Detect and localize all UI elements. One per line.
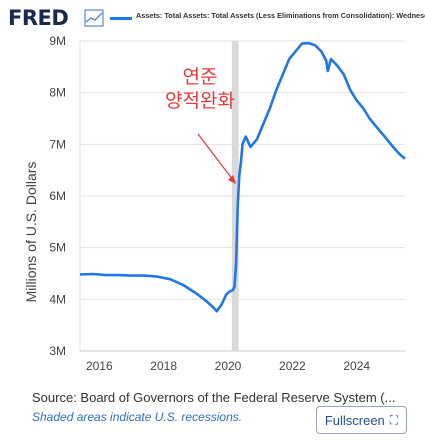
y-tick-label: 6M <box>49 189 66 203</box>
y-tick-label: 5M <box>49 241 66 255</box>
recession-band <box>231 41 239 351</box>
annotation-text: 양적완화 <box>165 90 235 112</box>
fullscreen-icon: ⛶ <box>389 412 399 427</box>
legend-swatch <box>110 17 132 20</box>
x-tick-label: 2016 <box>86 359 113 373</box>
series-line <box>79 41 406 313</box>
annotation-text: 연준 <box>183 66 218 88</box>
line-graph-icon <box>84 9 104 27</box>
y-axis-title: Millions of U.S. Dollars <box>23 162 39 303</box>
annotation-arrowhead <box>228 175 236 184</box>
recession-shading <box>231 41 239 351</box>
y-tick-label: 3M <box>49 344 66 358</box>
x-tick-label: 2022 <box>279 359 306 373</box>
x-axis-ticks: 2016 2018 2020 2022 2024 <box>86 359 370 373</box>
y-axis-ticks: 3M 4M 5M 6M 7M 8M 9M <box>49 34 66 358</box>
y-tick-label: 8M <box>49 86 66 100</box>
chart: 3M 4M 5M 6M 7M 8M 9M 2016 2018 2020 2022 2024 Mill… <box>23 34 406 373</box>
recession-note: Shaded areas indicate U.S. recessions. <box>32 410 243 424</box>
fred-logo[interactable]: FRED <box>8 6 69 30</box>
x-tick-label: 2020 <box>215 359 242 373</box>
y-tick-label: 7M <box>49 137 66 151</box>
x-tick-label: 2024 <box>343 359 370 373</box>
annotation-arrow <box>197 133 234 181</box>
x-tick-label: 2018 <box>150 359 177 373</box>
chart-header: FRED Assets: Total Assets: Total Assets … <box>0 0 425 34</box>
source-text[interactable]: Source: Board of Governors of the Federa… <box>32 390 396 405</box>
series-layer <box>79 41 406 313</box>
legend-label: Assets: Total Assets: Total Assets (Less… <box>136 11 425 20</box>
gridlines <box>79 40 405 352</box>
y-tick-label: 4M <box>49 292 66 306</box>
y-tick-label: 9M <box>49 34 66 48</box>
fullscreen-button[interactable]: Fullscreen ⛶ <box>316 406 407 434</box>
fullscreen-label: Fullscreen <box>324 412 385 428</box>
